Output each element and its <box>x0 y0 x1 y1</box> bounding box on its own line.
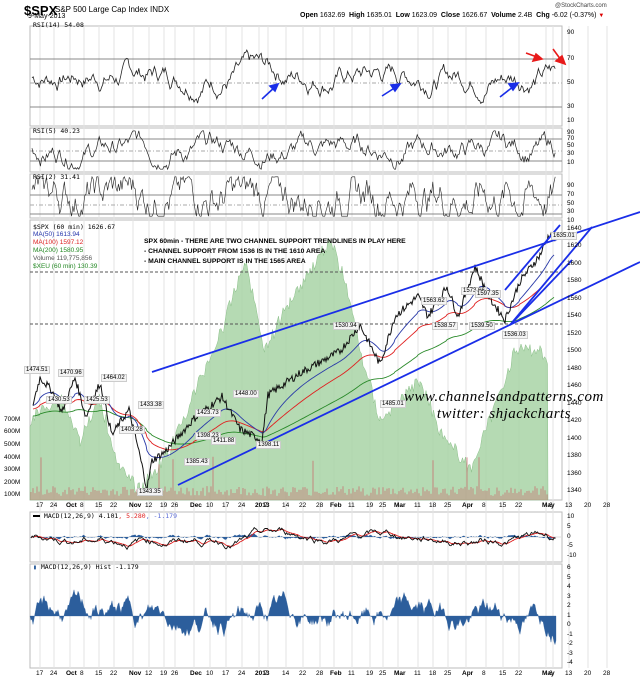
chart-date: 9-May-2013 <box>28 13 66 20</box>
rsi2-panel <box>29 173 563 219</box>
rsi5-panel <box>29 127 563 173</box>
rsi14-panel <box>29 25 563 127</box>
symbol-name: S&P 500 Large Cap Index INDX <box>55 5 170 14</box>
ohlc-summary: Open 1632.69 High 1635.01 Low 1623.09 Cl… <box>300 12 605 19</box>
macd-chart <box>30 526 562 551</box>
rsi14-chart <box>30 48 567 108</box>
price-chart <box>29 211 640 501</box>
rsi2-chart <box>30 175 562 217</box>
chart-header: $SPX S&P 500 Large Cap Index INDX 9-May-… <box>0 0 640 22</box>
rsi5-chart <box>30 130 562 171</box>
hist-chart <box>29 589 557 646</box>
copyright: @StockCharts.com <box>555 3 607 9</box>
symbol: $SPX <box>24 3 58 18</box>
down-arrow-icon: ▼ <box>598 13 605 19</box>
